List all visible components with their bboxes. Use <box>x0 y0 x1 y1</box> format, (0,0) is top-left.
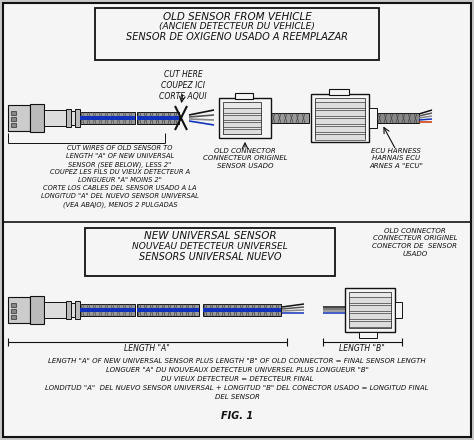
Bar <box>349 305 391 311</box>
Bar <box>223 122 261 127</box>
Bar <box>315 118 365 124</box>
Text: LONGITUD "A" DEL NUEVO SENSOR UNIVERSAL: LONGITUD "A" DEL NUEVO SENSOR UNIVERSAL <box>41 193 199 199</box>
Bar <box>315 98 365 138</box>
Bar <box>11 315 16 319</box>
Bar <box>11 123 16 127</box>
Bar <box>223 129 261 134</box>
Text: LENGTH "A" OF NEW UNIVERSAL SENSOR PLUS LENGTH "B" OF OLD CONNECTOR = FINAL SENS: LENGTH "A" OF NEW UNIVERSAL SENSOR PLUS … <box>48 358 426 364</box>
Bar <box>377 113 419 123</box>
Text: OLD CONNECTOR
CONNECTEUR ORIGINEL
CONECTOR DE  SENSOR
USADO: OLD CONNECTOR CONNECTEUR ORIGINEL CONECT… <box>373 228 457 257</box>
Text: NOUVEAU DETECTEUR UNIVERSEL: NOUVEAU DETECTEUR UNIVERSEL <box>132 242 288 251</box>
Text: DU VIEUX DETECTEUR = DETECTEUR FINAL: DU VIEUX DETECTEUR = DETECTEUR FINAL <box>161 376 313 382</box>
Bar <box>137 308 199 312</box>
Bar <box>219 98 271 138</box>
Text: (VEA ABAJO), MENOS 2 PULGADAS: (VEA ABAJO), MENOS 2 PULGADAS <box>63 201 177 208</box>
Bar <box>11 111 16 115</box>
Bar <box>85 228 335 276</box>
Bar <box>137 112 179 124</box>
Bar <box>11 303 16 307</box>
Bar <box>349 297 391 303</box>
Bar <box>349 321 391 327</box>
Text: (ANCIEN DETECTEUR DU VEHICLE): (ANCIEN DETECTEUR DU VEHICLE) <box>159 22 315 31</box>
Bar <box>30 296 44 324</box>
Bar <box>75 301 80 319</box>
Bar <box>349 313 391 319</box>
Text: LENGTH "A": LENGTH "A" <box>124 344 170 353</box>
Bar <box>315 126 365 132</box>
Bar <box>203 308 281 312</box>
Bar <box>271 113 309 123</box>
Bar <box>66 301 71 319</box>
Bar <box>11 309 16 313</box>
Bar <box>30 104 44 132</box>
Text: OLD CONNECTOR
CONNECTEUR ORIGINEL
SENSOR USADO: OLD CONNECTOR CONNECTEUR ORIGINEL SENSOR… <box>203 148 287 169</box>
Text: SENSOR DE OXIGENO USADO A REEMPLAZAR: SENSOR DE OXIGENO USADO A REEMPLAZAR <box>126 32 348 42</box>
Bar <box>345 288 395 332</box>
Bar <box>315 134 365 140</box>
Text: SENSOR (SEE BELOW), LESS 2": SENSOR (SEE BELOW), LESS 2" <box>68 161 172 168</box>
Bar <box>223 102 261 134</box>
Bar <box>8 297 30 323</box>
Bar <box>80 308 135 312</box>
Bar <box>71 111 75 125</box>
Bar <box>95 8 379 60</box>
Text: FIG. 1: FIG. 1 <box>221 411 253 421</box>
Bar <box>315 102 365 108</box>
Bar <box>329 89 349 95</box>
Text: COUPEZ LES FILS DU VIEUX DETECTEUR A: COUPEZ LES FILS DU VIEUX DETECTEUR A <box>50 169 190 175</box>
Text: NEW UNIVERSAL SENSOR: NEW UNIVERSAL SENSOR <box>144 231 276 241</box>
Bar <box>137 116 179 120</box>
Bar <box>8 105 30 131</box>
Text: CUT WIRES OF OLD SENSOR TO: CUT WIRES OF OLD SENSOR TO <box>67 145 173 151</box>
Text: OLD SENSOR FROM VEHICLE: OLD SENSOR FROM VEHICLE <box>163 12 311 22</box>
Bar <box>203 304 281 316</box>
Text: LONGUER "A" DU NOUVEAUX DETECTEUR UNIVERSEL PLUS LONGUEUR "B": LONGUER "A" DU NOUVEAUX DETECTEUR UNIVER… <box>106 367 368 373</box>
Bar <box>369 108 377 128</box>
Bar <box>71 303 75 317</box>
Bar <box>235 93 253 99</box>
Bar <box>311 94 369 142</box>
Bar <box>349 292 391 328</box>
Bar <box>80 116 135 120</box>
Bar <box>137 304 199 316</box>
Bar <box>75 109 80 127</box>
Bar <box>223 115 261 120</box>
Bar <box>80 112 135 124</box>
Bar <box>395 302 402 318</box>
Text: LENGTH "B": LENGTH "B" <box>339 344 385 353</box>
Bar <box>11 117 16 121</box>
Text: ECU HARNESS
HARNAIS ECU
ARNES A "ECU": ECU HARNESS HARNAIS ECU ARNES A "ECU" <box>369 148 423 169</box>
Bar <box>44 302 66 318</box>
Bar <box>359 332 377 338</box>
Text: LENGTH "A" OF NEW UNIVERSAL: LENGTH "A" OF NEW UNIVERSAL <box>66 153 174 159</box>
Text: SENSORS UNIVERSAL NUEVO: SENSORS UNIVERSAL NUEVO <box>139 252 281 262</box>
Text: LONGUEUR "A" MOINS 2": LONGUEUR "A" MOINS 2" <box>78 177 162 183</box>
Bar <box>223 108 261 113</box>
Text: DEL SENSOR: DEL SENSOR <box>215 394 259 400</box>
Text: LONDITUD "A"  DEL NUEVO SENSOR UNIVERSAL + LONGITUD "B" DEL CONECTOR USADO = LON: LONDITUD "A" DEL NUEVO SENSOR UNIVERSAL … <box>45 385 429 391</box>
Text: CUT HERE
COUPEZ ICI
CORTE AQUI: CUT HERE COUPEZ ICI CORTE AQUI <box>159 70 207 101</box>
Text: CORTE LOS CABLES DEL SENSOR USADO A LA: CORTE LOS CABLES DEL SENSOR USADO A LA <box>43 185 197 191</box>
Bar <box>315 110 365 116</box>
Bar <box>44 110 66 126</box>
Bar <box>80 304 135 316</box>
Bar <box>66 109 71 127</box>
